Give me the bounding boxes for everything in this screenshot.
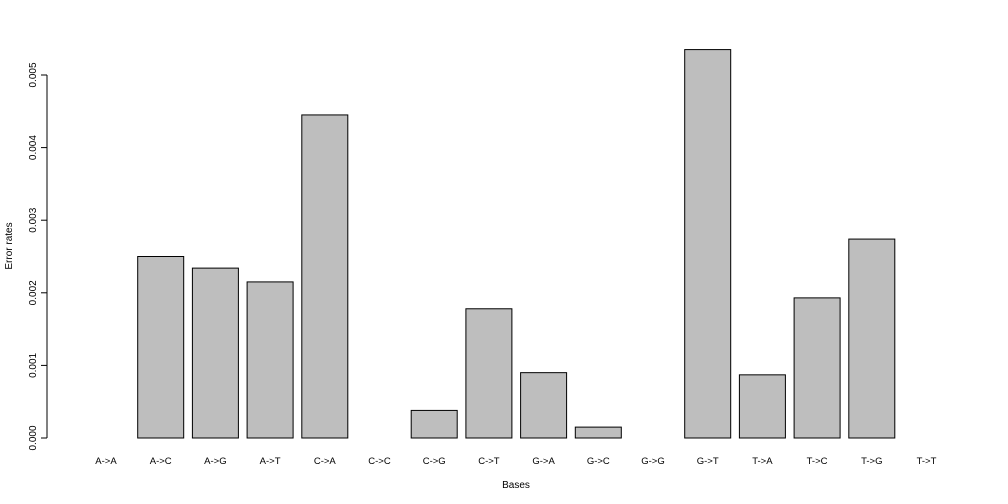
bar (191, 267, 239, 439)
y-tick-label: 0.001 (28, 352, 39, 377)
bar (301, 114, 349, 439)
bar (520, 372, 568, 439)
bar (137, 256, 185, 439)
y-tick-label: 0.005 (28, 62, 39, 87)
bar (410, 409, 458, 439)
x-tick-label: A->G (204, 456, 226, 467)
y-tick-label: 0.004 (28, 135, 39, 160)
x-tick-label: C->T (478, 456, 500, 467)
x-axis-title: Bases (502, 480, 530, 491)
x-tick-label: T->A (752, 456, 773, 467)
bar (793, 297, 841, 439)
y-axis: 0.000 0.001 0.002 0.003 0.004 0.005 (28, 62, 48, 451)
x-tick-label: T->C (807, 456, 828, 467)
x-tick-label: C->G (423, 456, 446, 467)
bar (848, 238, 896, 439)
x-tick-label: T->T (917, 456, 937, 467)
bar (684, 49, 732, 439)
x-tick-label: G->C (587, 456, 610, 467)
y-axis-title: Error rates (4, 222, 15, 269)
y-tick-label: 0.002 (28, 280, 39, 305)
x-tick-label: G->A (532, 456, 555, 467)
x-tick-label: A->C (150, 456, 172, 467)
bar (465, 308, 513, 439)
x-tick-label: T->G (861, 456, 882, 467)
x-tick-label: C->C (368, 456, 391, 467)
y-tick-label: 0.000 (28, 425, 39, 450)
x-tick-label: A->A (95, 456, 117, 467)
x-tick-label: G->G (641, 456, 665, 467)
x-tick-label: G->T (697, 456, 719, 467)
category-labels: A->A A->C A->G A->T C->A C->C C->G C->T G->A G->C… (95, 456, 936, 467)
y-tick-label: 0.003 (28, 207, 39, 232)
x-tick-label: A->T (260, 456, 281, 467)
bar (246, 281, 294, 439)
bars (137, 49, 896, 439)
bar (738, 374, 786, 439)
x-tick-label: C->A (314, 456, 337, 467)
bar (574, 426, 622, 439)
